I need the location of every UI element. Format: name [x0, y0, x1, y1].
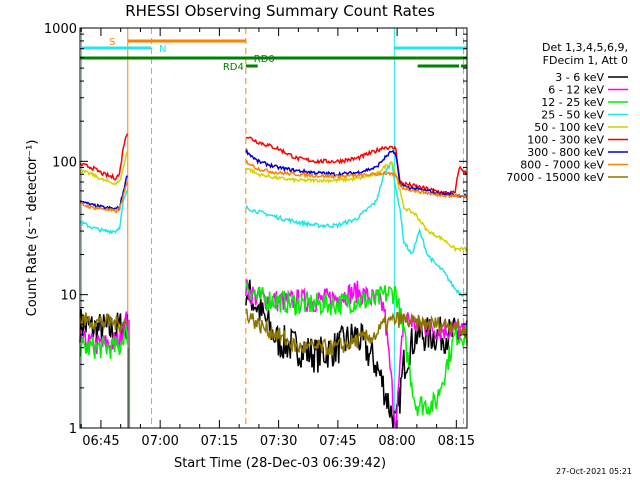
legend-entry-label: 800 - 7000 keV	[520, 159, 604, 172]
legend: Det 1,3,4,5,6,9, FDecim 1, Att 0 3 - 6 k…	[506, 41, 628, 184]
y-axis: 1 10 100 1000	[44, 22, 467, 437]
series-line-300-800keV	[245, 148, 468, 199]
legend-header-line-1: Det 1,3,4,5,6,9,	[542, 41, 628, 54]
series-line-12-25keV	[245, 282, 468, 416]
series-line-25-50keV	[79, 189, 129, 235]
series-line-50-100keV	[79, 150, 129, 186]
y-tick-label: 1	[69, 422, 77, 437]
x-tick-label: 06:45	[82, 434, 119, 449]
y-tick-label: 100	[52, 155, 77, 170]
x-tick-label: 07:15	[201, 434, 238, 449]
series-line-7000-15000keV	[245, 308, 468, 356]
x-tick-label: 07:00	[141, 434, 178, 449]
flag-label: RD4	[223, 62, 244, 73]
x-tick-label: 08:00	[378, 434, 415, 449]
flag-label: N	[159, 44, 166, 55]
plot-frame	[79, 27, 468, 429]
legend-entry-label: 50 - 100 keV	[534, 121, 604, 134]
series-line-25-50keV	[245, 161, 468, 297]
series-line-7000-15000keV	[79, 312, 128, 333]
legend-entry-label: 300 - 800 keV	[527, 146, 604, 159]
chart-title: RHESSI Observing Summary Count Rates	[125, 2, 435, 20]
legend-header-line-2: FDecim 1, Att 0	[543, 54, 628, 67]
series-line-6-12keV	[245, 279, 468, 429]
flag-label: RD0	[254, 54, 275, 65]
footer-timestamp: 27-Oct-2021 05:21	[556, 467, 632, 476]
y-axis-label: Count Rate (s⁻¹ detector⁻¹)	[25, 140, 40, 317]
x-tick-label: 07:30	[260, 434, 297, 449]
legend-entry-label: 7000 - 15000 keV	[506, 171, 604, 184]
legend-entry-label: 6 - 12 keV	[548, 84, 604, 97]
legend-entry-label: 3 - 6 keV	[555, 71, 604, 84]
y-tick-label: 1000	[44, 22, 77, 37]
series-line-800-7000keV	[79, 181, 129, 214]
x-tick-label: 07:45	[319, 434, 356, 449]
legend-entry-label: 12 - 25 keV	[541, 96, 604, 109]
series-line-100-300keV	[79, 133, 129, 181]
x-axis-label: Start Time (28-Dec-03 06:39:42)	[174, 456, 386, 471]
y-tick-label: 10	[60, 289, 77, 304]
x-tick-label: 08:15	[438, 434, 475, 449]
legend-entry-label: 100 - 300 keV	[527, 134, 604, 147]
flag-label: S	[109, 37, 115, 48]
plot-area: S N RD0 RD4	[79, 28, 468, 429]
series-line-12-25keV	[79, 324, 129, 359]
x-axis: 06:45 07:00 07:15 07:30 07:45 08:00 08:15	[80, 28, 475, 449]
series-line-800-7000keV	[245, 159, 468, 200]
legend-entry-label: 25 - 50 keV	[541, 109, 604, 122]
